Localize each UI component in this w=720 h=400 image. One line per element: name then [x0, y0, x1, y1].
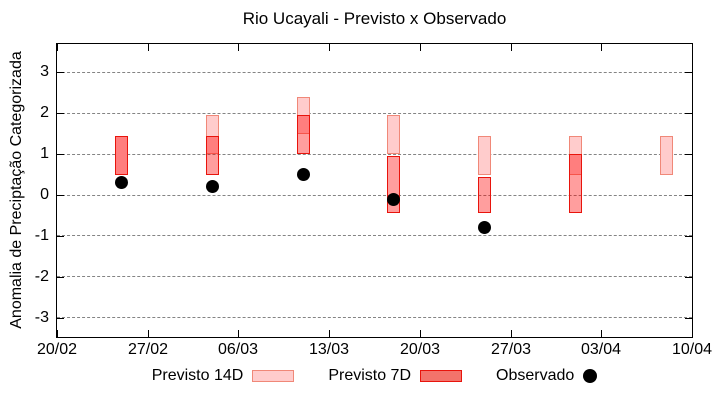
y-tick-right — [685, 235, 692, 237]
y-tick-label: 0 — [40, 186, 49, 203]
legend-item-observado: Observado — [496, 367, 598, 385]
chart-title: Rio Ucayali - Previsto x Observado — [242, 9, 507, 28]
legend: Previsto 14D Previsto 7D Observado — [57, 367, 692, 385]
gridline — [57, 112, 692, 114]
gridline — [57, 194, 692, 196]
x-tick-bottom — [420, 330, 421, 337]
previsto-7d-swatch — [420, 370, 463, 382]
previsto-14d-swatch — [252, 370, 295, 382]
y-tick-label: 1 — [40, 145, 49, 163]
x-tick-top — [692, 44, 693, 51]
x-tick-label: 03/04 — [580, 341, 622, 358]
x-tick-bottom — [601, 330, 602, 337]
previsto-14d-bar — [478, 135, 492, 175]
y-tick-label: 2 — [40, 104, 49, 122]
x-tick-bottom — [57, 330, 58, 337]
x-tick-label: 27/02 — [127, 341, 169, 358]
x-tick-bottom — [692, 330, 693, 337]
y-tick-right — [685, 317, 692, 319]
legend-label-previsto-7d: Previsto 7D — [328, 367, 412, 384]
gridline — [57, 153, 692, 155]
previsto-7d-bar — [296, 115, 310, 155]
observado-point — [206, 180, 219, 194]
observado-point — [115, 176, 129, 190]
gridline — [57, 235, 692, 237]
previsto-14d-bar — [296, 96, 310, 134]
x-tick-label: 13/03 — [308, 341, 350, 358]
x-tick-label: 10/04 — [671, 341, 713, 358]
previsto-7d-bar — [115, 135, 129, 175]
previsto-7d-bar — [568, 154, 582, 214]
x-tick-bottom — [511, 330, 512, 337]
x-tick-top — [238, 44, 239, 51]
gridline — [57, 317, 692, 319]
x-tick-top — [420, 44, 421, 51]
x-tick-top — [329, 44, 330, 51]
x-tick-label: 20/02 — [36, 341, 78, 358]
y-tick-label: -3 — [34, 308, 49, 326]
observado-point — [387, 192, 401, 206]
x-tick-top — [57, 44, 58, 51]
legend-item-previsto-7d: Previsto 7D — [328, 367, 463, 385]
observado-dot-swatch — [583, 369, 598, 383]
previsto-14d-bar — [659, 135, 673, 175]
x-tick-top — [511, 44, 512, 51]
y-tick-left — [57, 317, 64, 319]
y-tick-right — [685, 195, 692, 196]
gridline — [57, 71, 692, 73]
y-tick-left — [57, 276, 64, 278]
x-tick-bottom — [148, 330, 149, 337]
x-tick-bottom — [329, 330, 330, 337]
legend-label-observado: Observado — [496, 367, 575, 384]
y-tick-label: -2 — [34, 267, 49, 285]
previsto-7d-bar — [478, 176, 492, 214]
observado-point — [296, 168, 310, 182]
y-tick-left — [57, 113, 64, 115]
gridline — [57, 276, 692, 278]
previsto-7d-bar — [206, 135, 219, 175]
y-tick-left — [57, 72, 64, 74]
x-tick-bottom — [238, 330, 239, 337]
y-tick-right — [685, 154, 692, 156]
observado-point — [478, 221, 492, 235]
x-tick-label: 06/03 — [217, 341, 259, 358]
legend-label-previsto-14d: Previsto 14D — [151, 367, 244, 384]
plot-area: 3 2 1 0 -1 -2 -3 20/02 27/02 06/03 13/03 20/03 27/03… — [35, 43, 712, 358]
y-tick-right — [685, 113, 692, 115]
x-tick-top — [601, 44, 602, 51]
y-tick-left — [57, 195, 64, 196]
x-tick-label: 27/03 — [490, 341, 532, 358]
y-tick-right — [685, 72, 692, 74]
y-tick-right — [685, 276, 692, 278]
legend-item-previsto-14d: Previsto 14D — [152, 367, 295, 385]
y-tick-left — [57, 154, 64, 156]
previsto-14d-bar — [387, 115, 401, 155]
y-tick-label: -1 — [34, 226, 49, 244]
previsto-14d-bar — [206, 115, 219, 155]
x-tick-top — [148, 44, 149, 51]
y-tick-label: 3 — [40, 63, 49, 81]
y-tick-left — [57, 235, 64, 237]
x-tick-label: 20/03 — [399, 341, 441, 358]
